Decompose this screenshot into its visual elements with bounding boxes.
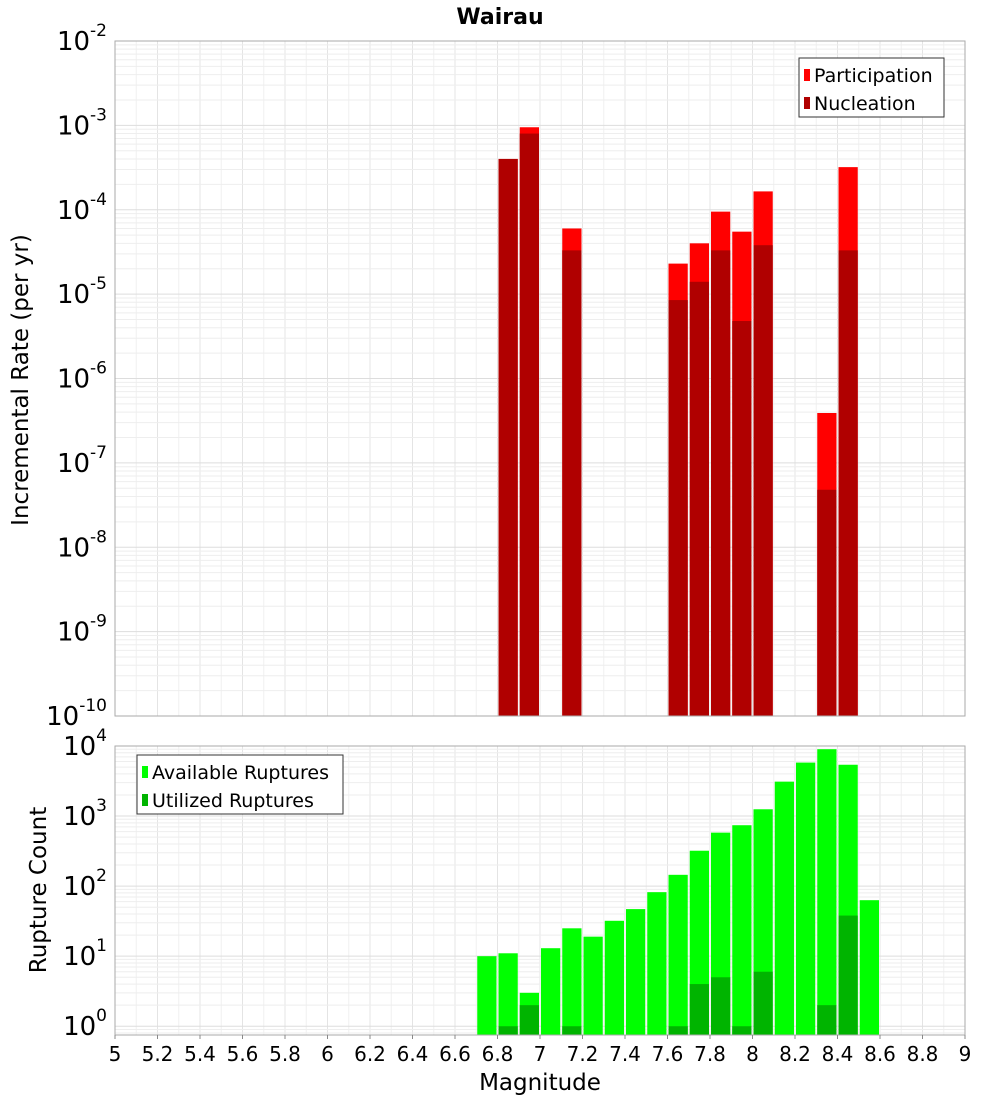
bottom-bar-b-7.15 xyxy=(562,1026,582,1035)
x-tick-7: 7 xyxy=(534,1042,547,1066)
bottom-bar-b-7.95 xyxy=(732,1026,752,1035)
chart-title: Wairau xyxy=(456,5,543,30)
top-bar-b-6.85 xyxy=(498,158,518,717)
x-tick-6.6: 6.6 xyxy=(439,1042,471,1066)
bottom-y-tick-1: 101 xyxy=(63,936,107,972)
top-y-tick-4: 10-6 xyxy=(57,359,107,395)
bottom-panel: 100 101 102 103 104 5 5.2 5.4 5.6 5.8 6 6.2 6.4 6.6 6… xyxy=(26,726,971,1096)
bottom-bar-a-6.85 xyxy=(498,953,518,1035)
bottom-legend-label-0: Available Ruptures xyxy=(152,762,329,784)
bottom-legend-swatch-1 xyxy=(142,794,148,806)
bottom-bar-a-8.15 xyxy=(774,781,794,1035)
x-axis-label: Magnitude xyxy=(479,1070,601,1096)
top-y-tick-labels: 10-10 10-9 10-8 10-7 10-6 10-5 10-4 10-3 10-2 xyxy=(46,21,107,732)
top-legend-swatch-0 xyxy=(804,69,810,81)
top-panel: 10-10 10-9 10-8 10-7 10-6 10-5 10-4 10-3 10-2 In… xyxy=(8,21,966,732)
bottom-bar-b-7.75 xyxy=(689,984,709,1035)
top-bar-b-7.65 xyxy=(668,300,688,716)
bottom-bar-a-7.35 xyxy=(604,920,624,1035)
x-tick-9: 9 xyxy=(959,1042,972,1066)
x-tick-8.6: 8.6 xyxy=(864,1042,896,1066)
bottom-bar-a-7.65 xyxy=(668,874,688,1035)
top-y-tick-0: 10-10 xyxy=(46,696,107,732)
top-y-tick-6: 10-4 xyxy=(57,190,107,226)
bottom-bar-a-8.25 xyxy=(796,762,816,1035)
top-y-tick-8: 10-2 xyxy=(57,21,107,57)
top-plot-border xyxy=(114,40,966,717)
top-bar-b-7.15 xyxy=(562,250,582,717)
bottom-y-tick-3: 103 xyxy=(63,796,107,832)
x-tick-5: 5 xyxy=(109,1042,122,1066)
bottom-bar-a-8.55 xyxy=(859,900,879,1035)
top-y-axis-label: Incremental Rate (per yr) xyxy=(8,234,34,526)
top-legend-swatch-1 xyxy=(804,97,810,109)
bottom-legend: Available Ruptures Utilized Ruptures xyxy=(136,754,344,815)
bottom-y-tick-0: 100 xyxy=(63,1006,107,1042)
top-y-tick-5: 10-5 xyxy=(57,274,107,310)
top-bar-b-7.75 xyxy=(689,281,709,716)
top-y-tick-1: 10-9 xyxy=(57,612,107,648)
bottom-bar-a-7.95 xyxy=(732,825,752,1035)
bottom-bar-a-7.25 xyxy=(583,936,603,1035)
bottom-bar-a-6.75 xyxy=(477,956,497,1035)
x-tick-7.8: 7.8 xyxy=(694,1042,726,1066)
bottom-bar-b-8.45 xyxy=(838,915,858,1035)
bottom-bar-a-7.45 xyxy=(626,909,646,1035)
x-tick-labels: 5 5.2 5.4 5.6 5.8 6 6.2 6.4 6.6 6.8 7 7.2 7.4 7.6 7.8 8… xyxy=(109,1035,972,1066)
bottom-y-tick-labels: 100 101 102 103 104 xyxy=(63,726,107,1042)
top-y-tick-3: 10-7 xyxy=(57,443,107,479)
bottom-y-axis-label: Rupture Count xyxy=(26,807,52,973)
x-tick-7.2: 7.2 xyxy=(567,1042,599,1066)
bottom-legend-label-1: Utilized Ruptures xyxy=(152,790,314,812)
bottom-bar-b-8.05 xyxy=(753,971,773,1035)
top-legend-label-0: Participation xyxy=(814,65,933,87)
x-tick-5.8: 5.8 xyxy=(269,1042,301,1066)
bottom-bars xyxy=(477,749,879,1035)
bottom-bar-a-7.15 xyxy=(562,928,582,1035)
x-tick-8.8: 8.8 xyxy=(907,1042,939,1066)
bottom-bar-a-7.55 xyxy=(647,892,667,1035)
bottom-bar-b-6.85 xyxy=(498,1026,518,1035)
top-legend: Participation Nucleation xyxy=(798,57,945,118)
top-bars xyxy=(498,127,858,717)
bottom-bar-b-7.85 xyxy=(711,977,731,1035)
x-tick-8.2: 8.2 xyxy=(779,1042,811,1066)
top-bar-b-7.95 xyxy=(732,321,752,716)
bottom-bar-b-8.35 xyxy=(817,1005,837,1035)
x-tick-6.4: 6.4 xyxy=(397,1042,429,1066)
top-legend-box xyxy=(798,57,945,118)
top-bar-b-7.85 xyxy=(711,250,731,717)
top-bar-b-8.45 xyxy=(838,250,858,717)
x-tick-7.6: 7.6 xyxy=(652,1042,684,1066)
x-tick-8.4: 8.4 xyxy=(822,1042,854,1066)
bottom-legend-swatch-0 xyxy=(142,766,148,778)
top-y-tick-7: 10-3 xyxy=(57,105,107,141)
bottom-y-tick-2: 102 xyxy=(63,866,107,902)
x-tick-5.2: 5.2 xyxy=(142,1042,174,1066)
x-tick-5.6: 5.6 xyxy=(227,1042,259,1066)
bottom-bar-a-8.35 xyxy=(817,749,837,1035)
x-tick-5.4: 5.4 xyxy=(184,1042,216,1066)
top-gridlines xyxy=(114,40,966,717)
top-bar-b-6.95 xyxy=(519,133,539,717)
top-legend-label-1: Nucleation xyxy=(814,93,916,115)
x-tick-6.8: 6.8 xyxy=(482,1042,514,1066)
bottom-bar-b-7.65 xyxy=(668,1026,688,1035)
top-y-tick-2: 10-8 xyxy=(57,527,107,563)
top-bar-b-8.35 xyxy=(817,489,837,716)
bottom-legend-box xyxy=(136,754,344,815)
top-bar-b-8.05 xyxy=(753,245,773,717)
x-tick-6.2: 6.2 xyxy=(354,1042,386,1066)
bottom-bar-a-7.05 xyxy=(541,948,561,1035)
x-tick-7.4: 7.4 xyxy=(609,1042,641,1066)
x-tick-6: 6 xyxy=(321,1042,334,1066)
x-tick-8: 8 xyxy=(746,1042,759,1066)
bottom-y-tick-4: 104 xyxy=(63,726,107,762)
bottom-bar-b-6.95 xyxy=(519,1005,539,1035)
